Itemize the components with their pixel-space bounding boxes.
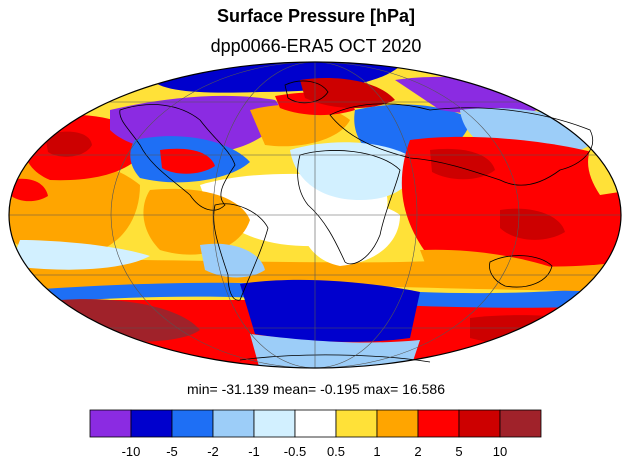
coastlines <box>119 80 593 363</box>
india-dark-red <box>430 148 495 180</box>
colorbar-box-10 <box>499 409 542 438</box>
south-america-orange <box>143 188 250 255</box>
africa-coast <box>297 150 401 265</box>
south-atlantic-low <box>240 279 420 342</box>
colorbar-label-6: 1 <box>373 444 380 459</box>
map-subtitle: dpp0066-ERA5 OCT 2020 <box>210 36 422 56</box>
colorbar-box-4 <box>253 409 296 438</box>
colorbar-box-2 <box>171 409 214 438</box>
colorbar-box-1 <box>130 409 173 438</box>
colorbar-box-3 <box>212 409 255 438</box>
colorbar-label-1: -5 <box>166 444 178 459</box>
statistics-line: min= -31.139 mean= -0.195 max= 16.586 <box>186 381 445 397</box>
colorbar-box-0 <box>89 409 132 438</box>
colorbar-box-5 <box>294 409 337 438</box>
indonesia-dark-red <box>500 208 565 240</box>
sahara-pale-blue <box>290 142 413 200</box>
colorbar-box-9 <box>458 409 501 438</box>
colorbar-box-6 <box>335 409 378 438</box>
colorbar-label-7: 2 <box>414 444 421 459</box>
north-pacific-dark-red <box>45 131 92 157</box>
antarctic-light-blue <box>250 334 420 368</box>
colorbar-label-9: 10 <box>493 444 507 459</box>
colorbar-labels: -10 -5 -2 -1 -0.5 0.5 1 2 5 10 <box>122 444 508 459</box>
colorbar-boxes <box>89 409 542 438</box>
colorbar-label-5: 0.5 <box>327 444 345 459</box>
colorbar-label-2: -2 <box>207 444 219 459</box>
south-america-coast <box>213 203 269 301</box>
australia-orange <box>420 249 560 283</box>
colorbar-label-4: -0.5 <box>284 444 306 459</box>
north-america-coast <box>119 104 236 211</box>
dateline-red-spot <box>10 178 48 202</box>
greenland-coast <box>284 80 329 104</box>
colorbar-label-3: -1 <box>248 444 260 459</box>
globe-outline <box>8 61 622 369</box>
colorbar-box-8 <box>417 409 460 438</box>
greenland-dark-red <box>300 78 395 109</box>
colorbar-box-7 <box>376 409 419 438</box>
south-pacific-pale <box>10 240 150 270</box>
eurasia-coast <box>329 103 593 186</box>
antarctica-coast <box>239 354 431 363</box>
map-title: Surface Pressure [hPa] <box>216 6 416 26</box>
colorbar-label-0: -10 <box>122 444 141 459</box>
colorbar-label-8: 5 <box>455 444 462 459</box>
africa-white <box>299 198 400 266</box>
